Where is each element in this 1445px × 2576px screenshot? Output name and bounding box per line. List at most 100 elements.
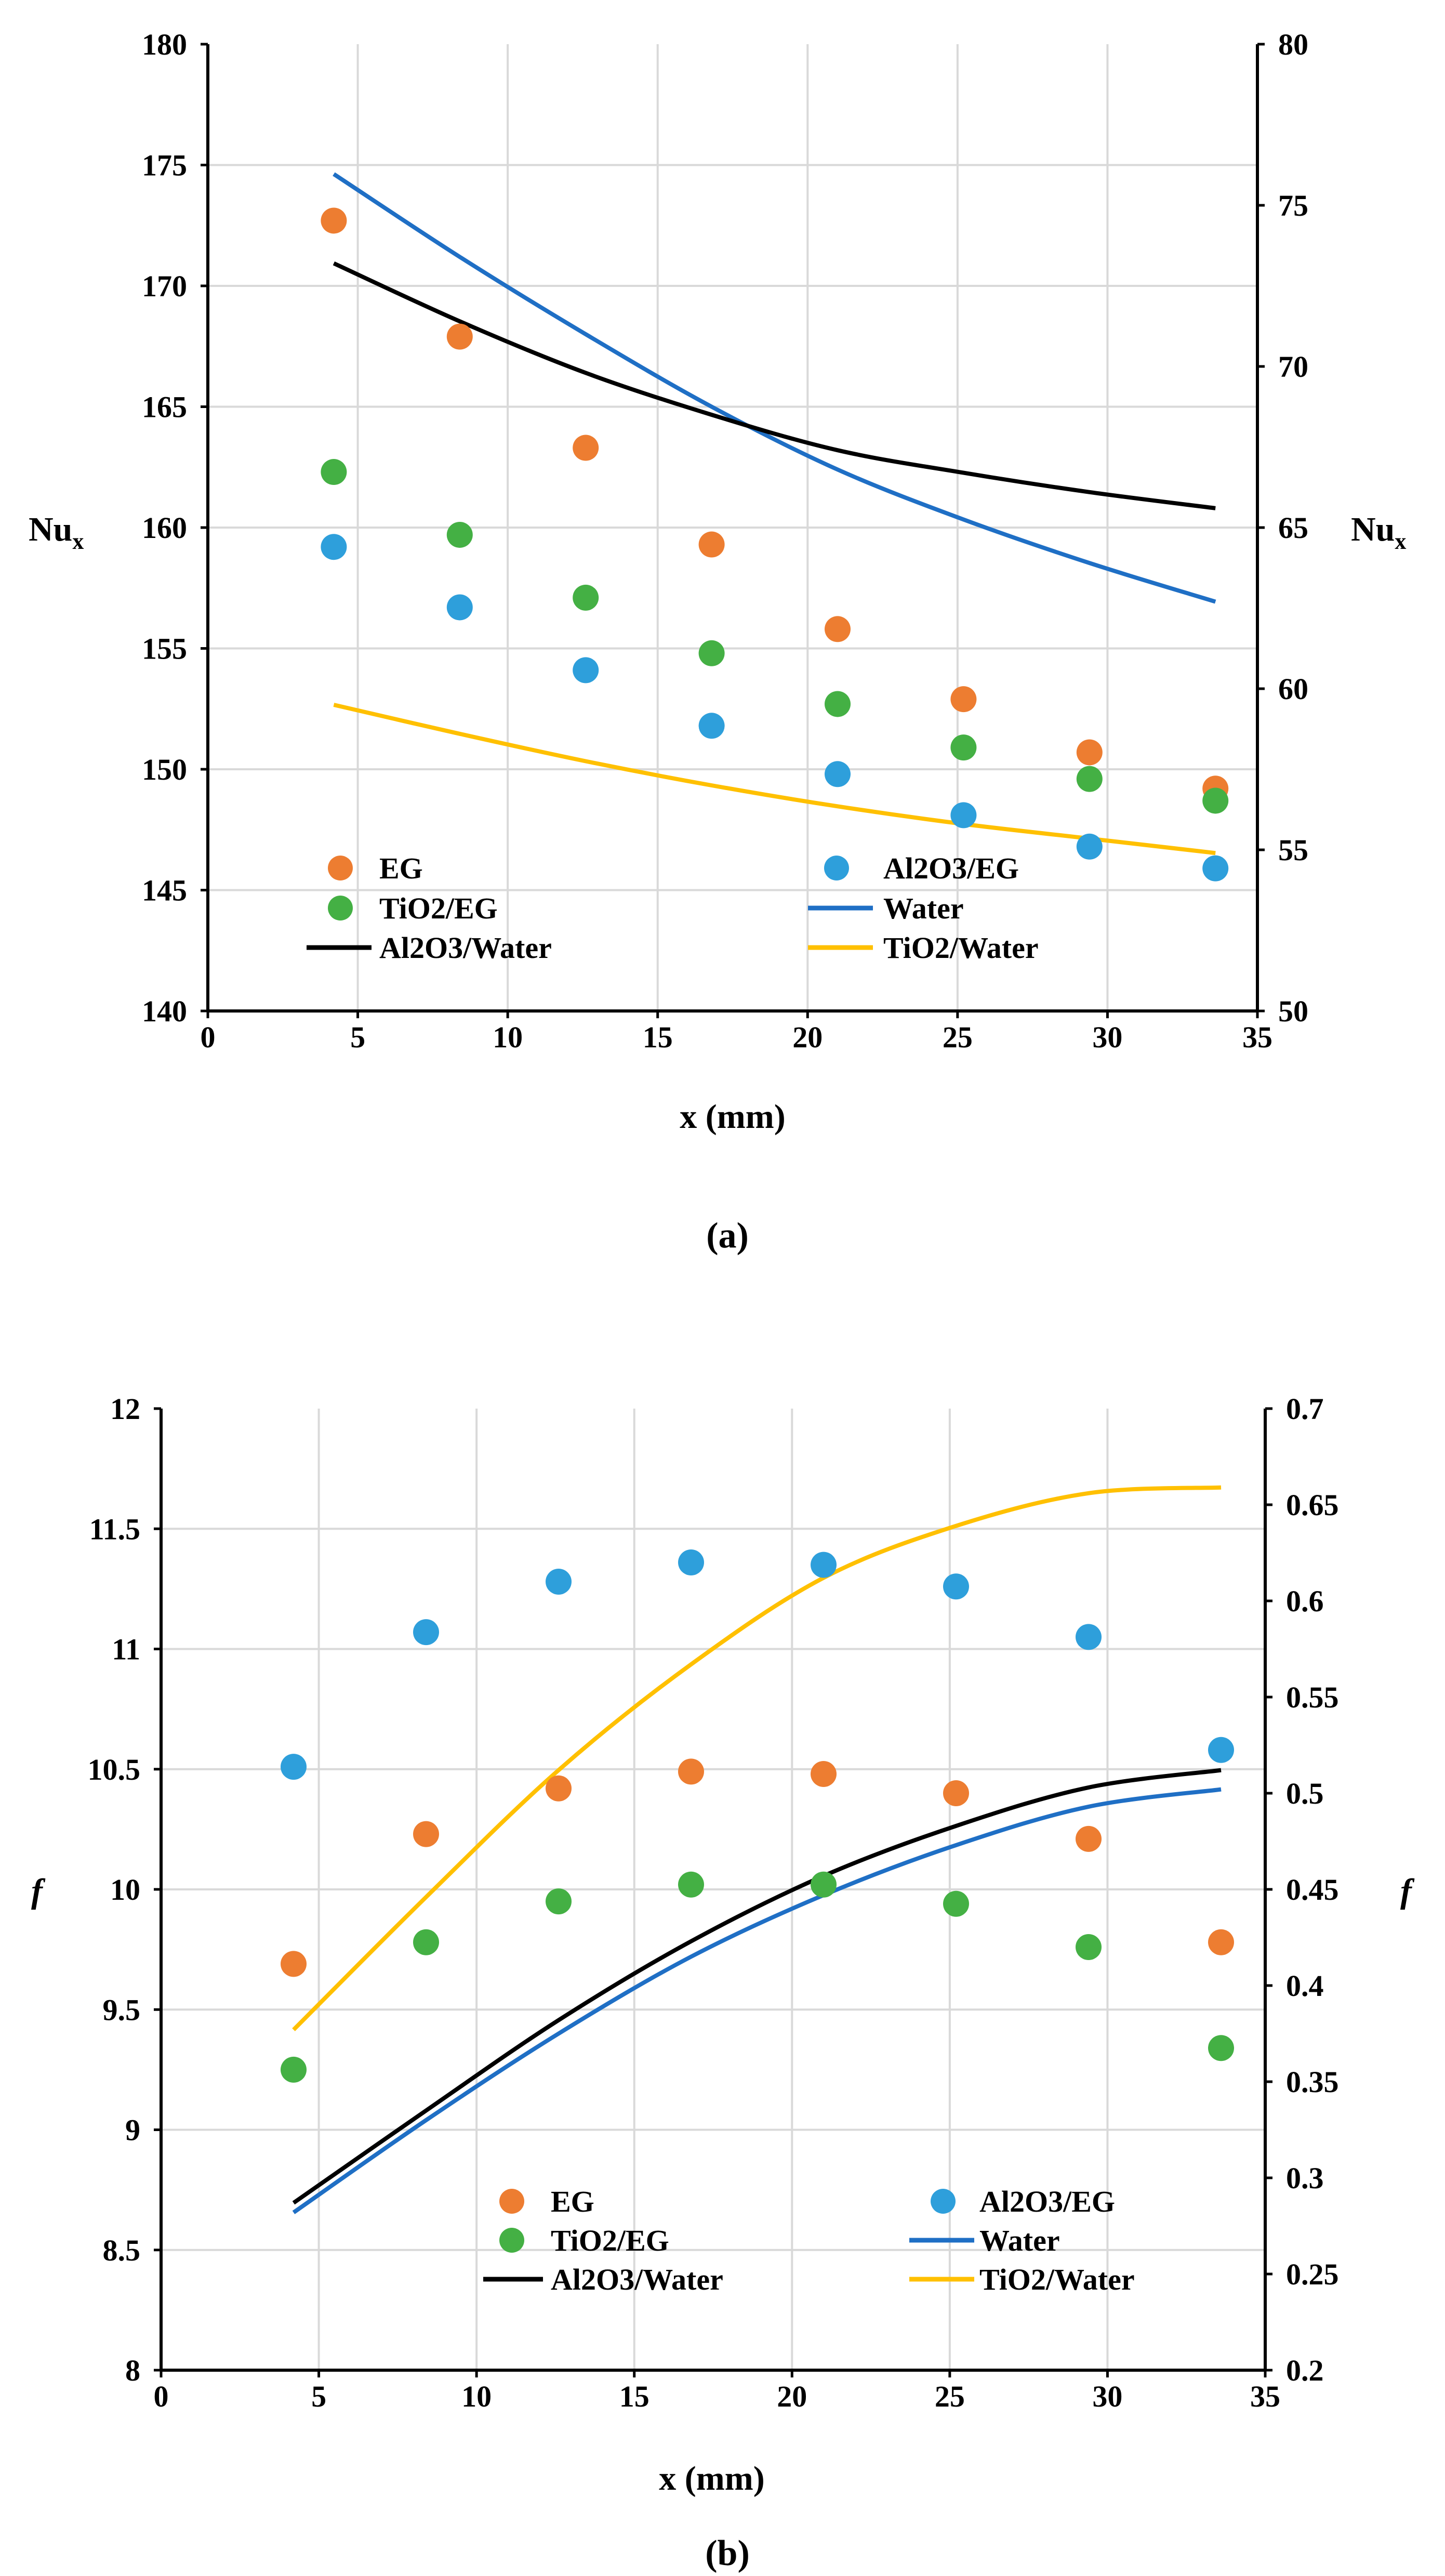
chart-b-point-tio2-eg (1208, 2035, 1234, 2061)
chart-b-axes (154, 1407, 1272, 2377)
chart-b-x-tick-label: 25 (935, 2380, 965, 2413)
chart-b-point-tio2-eg (678, 1871, 704, 1898)
chart-b-legend-swatch-tio2-eg (499, 2228, 524, 2253)
chart-b-legend-label-water: Water (979, 2224, 1060, 2257)
chart-a-point-eg (950, 686, 977, 713)
chart-b-left-y-tick-label: 10 (110, 1873, 140, 1907)
chart-a-left-y-tick-label: 145 (142, 874, 187, 908)
chart-b-point-tio2-eg (546, 1888, 572, 1915)
chart-b-legend-label-tio2-eg: TiO2/EG (551, 2224, 669, 2257)
chart-a-point-eg (573, 435, 599, 461)
chart-a-x-tick-label: 35 (1242, 1020, 1272, 1054)
chart-a-x-axis-title: x (mm) (680, 1098, 785, 1136)
chart-a-right-y-tick-label: 50 (1278, 994, 1308, 1028)
chart-a-point-tio2-eg (698, 640, 725, 666)
chart-b-x-tick-label: 10 (461, 2380, 492, 2413)
chart-b-right-y-tick-label: 0.5 (1286, 1777, 1324, 1810)
chart-b-point-eg (413, 1821, 439, 1847)
chart-b-point-al2o3-eg (811, 1552, 837, 1578)
chart-b-right-y-tick-label: 0.55 (1286, 1680, 1339, 1714)
chart-a-x-tick-label: 25 (943, 1020, 973, 1054)
chart-a-point-al2o3-eg (1076, 833, 1103, 860)
chart-b-left-y-axis-title: f (31, 1872, 46, 1910)
chart-a-series (321, 172, 1229, 882)
chart-a-caption: (a) (706, 1216, 749, 1256)
chart-a-left-y-tick-label: 150 (142, 753, 187, 786)
chart-b-point-eg (1076, 1825, 1102, 1852)
chart-b-series-line-al2o3-water (292, 1768, 1222, 2205)
chart-b-left-y-tick-label: 11 (112, 1633, 140, 1666)
chart-a-x-tick-label: 5 (350, 1020, 365, 1054)
chart-a-left-y-tick-label: 140 (142, 994, 187, 1028)
chart-a-left-y-axis-title: Nux (29, 510, 84, 554)
chart-b-right-y-tick-label: 0.25 (1286, 2257, 1339, 2291)
chart-a-x-tick-label: 30 (1092, 1020, 1122, 1054)
chart-a-legend-swatch-al2o3-eg (824, 856, 849, 880)
chart-b-right-y-tick-label: 0.2 (1286, 2354, 1324, 2387)
chart-b-legend-label-tio2-water: TiO2/Water (979, 2263, 1135, 2296)
chart-b-left-y-tick-label: 11.5 (89, 1512, 140, 1546)
chart-a-point-tio2-eg (1202, 787, 1229, 814)
chart-a-right-y-tick-label: 60 (1278, 672, 1308, 706)
chart-a-point-eg (1076, 739, 1103, 766)
chart-b-legend-swatch-eg (499, 2189, 524, 2214)
chart-a-point-al2o3-eg (446, 594, 473, 621)
chart-b-point-al2o3-eg (1076, 1624, 1102, 1650)
chart-a-point-al2o3-eg (1202, 855, 1229, 882)
chart-a-point-tio2-eg (825, 691, 851, 717)
chart-b-point-eg (943, 1780, 969, 1806)
chart-b-legend-label-al2o3-water: Al2O3/Water (551, 2263, 723, 2296)
chart-b-x-axis-title: x (mm) (659, 2460, 764, 2498)
chart-b-right-y-tick-label: 0.4 (1286, 1969, 1324, 2003)
chart-b-right-y-axis-title: f (1400, 1872, 1415, 1910)
chart-a-point-al2o3-eg (573, 657, 599, 684)
chart-b-point-eg (546, 1775, 572, 1802)
chart-a-right-y-tick-label: 55 (1278, 833, 1308, 867)
chart-b-point-eg (281, 1951, 307, 1977)
chart-b-left-y-tick-label: 8.5 (103, 2233, 141, 2267)
chart-a-point-eg (825, 616, 851, 642)
chart-a-series-line-water (333, 172, 1216, 604)
chart-a-legend-swatch-eg (328, 856, 353, 880)
chart-b-series-line-water (292, 1787, 1222, 2214)
chart-a-right-y-title-main: Nu (1351, 510, 1395, 548)
chart-b: 0 5 10 15 20 25 30 35 8 8.5 9 9.5 10 10.5 11 11.5 12 0.2 0… (31, 1392, 1415, 2573)
chart-b-x-tick-label: 0 (154, 2380, 169, 2413)
chart-b-point-eg (678, 1758, 704, 1785)
chart-b-legend-label-al2o3-eg: Al2O3/EG (979, 2185, 1115, 2218)
chart-b-point-al2o3-eg (546, 1569, 572, 1595)
chart-a-point-al2o3-eg (950, 802, 977, 829)
chart-a-left-y-tick-label: 155 (142, 632, 187, 666)
chart-a-series-line-tio2-water (333, 703, 1216, 856)
chart-a-point-eg (446, 323, 473, 350)
chart-b-point-al2o3-eg (413, 1619, 439, 1646)
chart-a-series-line-al2o3-water (333, 261, 1216, 510)
chart-b-point-tio2-eg (1076, 1934, 1102, 1960)
chart-b-left-y-tick-label: 9.5 (103, 1993, 141, 2027)
chart-b-x-tick-label: 35 (1250, 2380, 1280, 2413)
chart-b-right-y-tick-label: 0.35 (1286, 2065, 1339, 2099)
chart-a-right-y-tick-label: 70 (1278, 350, 1308, 384)
chart-b-point-tio2-eg (943, 1890, 969, 1917)
chart-a-tick-labels: 0 5 10 15 20 25 30 35 140 145 150 155 160 165 170 175 18… (142, 28, 1308, 1054)
chart-b-legend: EG Al2O3/EG TiO2/EG Water Al2O3/Water Ti… (483, 2185, 1135, 2296)
chart-b-left-y-tick-label: 10.5 (88, 1753, 141, 1786)
chart-a-left-y-title-sub: x (72, 529, 84, 554)
chart-a-left-y-tick-label: 160 (142, 511, 187, 545)
chart-b-point-al2o3-eg (1208, 1737, 1234, 1763)
chart-b-right-y-tick-label: 0.45 (1286, 1873, 1339, 1907)
chart-a-point-al2o3-eg (698, 713, 725, 739)
chart-b-series (281, 1485, 1234, 2214)
chart-b-right-y-tick-label: 0.65 (1286, 1488, 1339, 1522)
chart-b-point-al2o3-eg (678, 1549, 704, 1575)
chart-a-legend-label-water: Water (883, 891, 964, 925)
chart-a-right-y-tick-label: 75 (1278, 189, 1308, 222)
chart-a-legend-label-eg: EG (379, 851, 423, 885)
chart-b-left-y-tick-label: 12 (110, 1392, 140, 1426)
chart-a-right-y-tick-label: 80 (1278, 28, 1308, 61)
chart-a-axes (201, 43, 1265, 1018)
chart-b-x-tick-label: 15 (619, 2380, 649, 2413)
chart-a-point-tio2-eg (446, 521, 473, 548)
chart-b-point-eg (811, 1761, 837, 1787)
